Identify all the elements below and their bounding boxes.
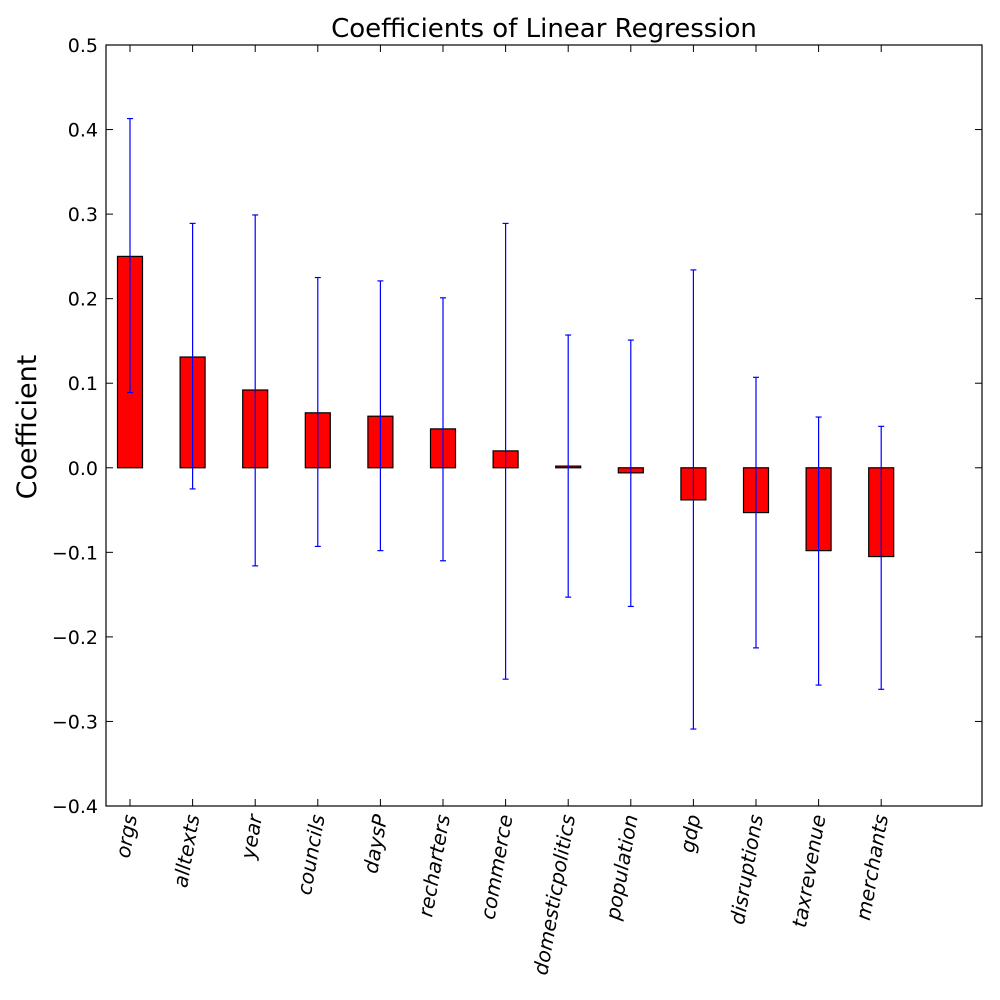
error-bar-year [252, 214, 259, 567]
x-tick-label-population: population [600, 813, 642, 923]
y-tick-label: 0.2 [68, 289, 98, 311]
y-tick-label: −0.3 [52, 711, 98, 733]
error-bar-gdp [690, 269, 697, 730]
y-tick-label: 0.3 [68, 204, 98, 226]
y-tick-label: −0.2 [52, 627, 98, 649]
error-bar-orgs [127, 117, 133, 394]
x-tick-label-gdp: gdp [675, 813, 705, 855]
error-bar-councils [314, 276, 321, 548]
y-tick-label: 0.4 [68, 120, 98, 142]
y-tick-label: −0.4 [52, 796, 98, 818]
x-tick-label-taxrevenue: taxrevenue [787, 813, 830, 930]
y-tick-label: 0.5 [68, 35, 98, 57]
y-tick-label: 0.0 [68, 458, 98, 480]
y-axis-label: Coefficient [12, 355, 43, 500]
y-axis: −0.4 −0.3 −0.2 −0.1 0.0 0.1 0.2 0.3 0.4 0.5 [52, 35, 982, 818]
error-bar-recharters [440, 297, 446, 562]
error-bar-daysP [377, 280, 384, 552]
plot-frame [105, 44, 983, 807]
error-bar-disruptions [753, 376, 759, 649]
error-bar-alltexts [189, 222, 196, 490]
x-tick-label-councils: councils [292, 813, 330, 897]
x-tick-label-orgs: orgs [111, 813, 142, 860]
y-tick-label: 0.1 [68, 373, 98, 395]
error-bar-commerce [502, 222, 509, 680]
x-tick-label-recharters: recharters [413, 813, 455, 919]
y-tick-label: −0.1 [52, 542, 98, 564]
chart-title: Coefficients of Linear Regression [331, 14, 757, 44]
x-axis: orgs alltexts year councils daysP recharters c… [111, 45, 893, 977]
error-bar-population [627, 339, 634, 608]
x-tick-label-year: year [236, 811, 268, 862]
error-bar-merchants [878, 425, 885, 690]
error-bar-domesticpolitics [565, 334, 572, 598]
x-tick-label-disruptions: disruptions [725, 813, 768, 926]
x-tick-label-domesticpolitics: domesticpolitics [528, 813, 580, 977]
x-tick-label-alltexts: alltexts [168, 813, 204, 890]
x-tick-label-commerce: commerce [475, 813, 517, 922]
error-bar-taxrevenue [815, 416, 822, 686]
x-tick-label-daysP: daysP [358, 812, 392, 875]
errorbars-layer [127, 117, 885, 730]
x-tick-label-merchants: merchants [851, 813, 893, 922]
